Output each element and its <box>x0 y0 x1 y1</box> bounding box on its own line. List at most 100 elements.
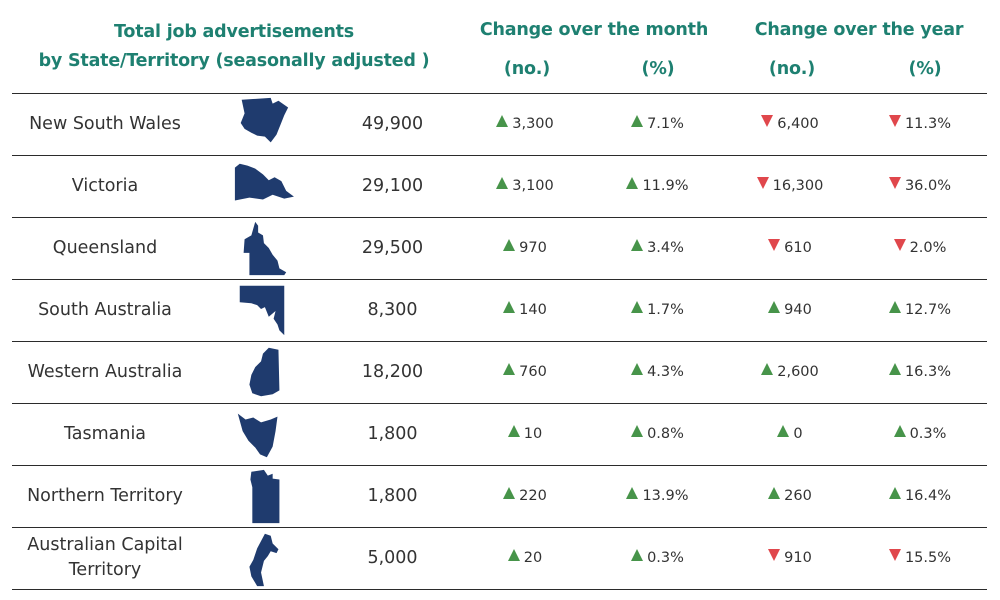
change-value: 940 <box>768 301 812 318</box>
change-value-text: 4.3% <box>647 364 684 380</box>
change-value: 36.0% <box>888 177 952 194</box>
year-pct-cell: 11.3% <box>865 93 975 155</box>
month-pct-cell: 11.9% <box>600 155 715 217</box>
change-value: 260 <box>768 487 812 504</box>
table-row: Australian Capital Territory 5,000 20 0.… <box>0 527 1000 589</box>
month-no-cell: 10 <box>470 403 580 465</box>
month-pct-cell: 3.4% <box>600 217 715 279</box>
row-divider <box>12 403 987 404</box>
change-value: 610 <box>768 239 812 256</box>
change-value-text: 2,600 <box>777 364 819 380</box>
row-divider <box>12 465 987 466</box>
change-value: 1.7% <box>631 301 684 318</box>
year-change-header: Change over the year <box>754 20 964 40</box>
state-map-cell <box>222 527 302 589</box>
row-divider <box>12 527 987 528</box>
down-arrow-icon <box>761 115 774 127</box>
up-arrow-icon <box>507 549 520 561</box>
up-arrow-icon <box>631 115 644 127</box>
table-row: Western Australia 18,200 760 4.3% <box>0 341 1000 403</box>
row-divider <box>12 589 987 590</box>
change-value-text: 3,100 <box>512 178 554 194</box>
up-arrow-icon <box>503 301 516 313</box>
up-arrow-icon <box>631 549 644 561</box>
table-row: New South Wales 49,900 3,300 7.1% <box>0 93 1000 155</box>
state-map-cell <box>222 93 302 155</box>
change-value-text: 970 <box>519 240 547 256</box>
table-row: South Australia 8,300 140 1.7% <box>0 279 1000 341</box>
change-value: 16,300 <box>756 177 824 194</box>
year-pct-cell: 0.3% <box>865 403 975 465</box>
change-value: 10 <box>507 425 543 442</box>
change-value: 4.3% <box>631 363 684 380</box>
change-value: 16.3% <box>888 363 952 380</box>
month-change-header: Change over the month <box>479 20 709 40</box>
change-value: 0.3% <box>893 425 946 442</box>
state-map-cell <box>222 341 302 403</box>
month-pct-cell: 1.7% <box>600 279 715 341</box>
up-arrow-icon <box>888 487 901 499</box>
total-ads: 29,100 <box>361 176 424 196</box>
change-value-text: 220 <box>519 488 547 504</box>
up-arrow-icon <box>503 363 516 375</box>
up-arrow-icon <box>888 363 901 375</box>
change-value-text: 16.3% <box>904 364 952 380</box>
state-map-cell <box>222 403 302 465</box>
up-arrow-icon <box>503 487 516 499</box>
month-pct-cell: 4.3% <box>600 341 715 403</box>
state-name: Tasmania <box>63 423 147 444</box>
change-value: 20 <box>507 549 543 566</box>
change-value: 0 <box>777 425 803 442</box>
state-name: Northern Territory <box>27 485 183 506</box>
total-ads: 49,900 <box>361 114 424 134</box>
total-ads: 5,000 <box>367 548 418 568</box>
year-no-cell: 260 <box>735 465 845 527</box>
change-value-text: 3.4% <box>647 240 684 256</box>
change-value-text: 2.0% <box>909 240 947 256</box>
month-no-cell: 220 <box>470 465 580 527</box>
year-pct-cell: 12.7% <box>865 279 975 341</box>
change-value-text: 910 <box>784 550 812 566</box>
change-value: 11.3% <box>888 115 951 132</box>
year-pct-cell: 16.4% <box>865 465 975 527</box>
table-row: Tasmania 1,800 10 0.8% <box>0 403 1000 465</box>
up-arrow-icon <box>893 425 906 437</box>
up-arrow-icon <box>631 425 644 437</box>
state-name: Queensland <box>52 237 158 258</box>
change-value: 0.3% <box>631 549 684 566</box>
down-arrow-icon <box>888 549 901 561</box>
change-value: 760 <box>503 363 547 380</box>
row-divider <box>12 93 987 94</box>
change-value: 13.9% <box>626 487 689 504</box>
year-no-header: (no.) <box>768 59 816 79</box>
change-value: 12.7% <box>888 301 951 318</box>
down-arrow-icon <box>756 177 769 189</box>
up-arrow-icon <box>761 363 774 375</box>
change-value: 3.4% <box>631 239 684 256</box>
change-value: 2.0% <box>893 239 947 256</box>
change-value-text: 0 <box>793 426 803 442</box>
change-value-text: 6,400 <box>777 116 819 132</box>
state-map-cell <box>222 217 302 279</box>
change-value-text: 140 <box>519 302 547 318</box>
state-name: Western Australia <box>27 361 183 382</box>
change-value-text: 10 <box>523 426 543 442</box>
state-map-cell <box>222 155 302 217</box>
down-arrow-icon <box>768 549 781 561</box>
change-value-text: 20 <box>523 550 543 566</box>
change-value-text: 36.0% <box>904 178 952 194</box>
tas-map-icon <box>237 413 278 458</box>
state-map-cell <box>222 465 302 527</box>
down-arrow-icon <box>768 239 781 251</box>
month-no-cell: 140 <box>470 279 580 341</box>
table-title-line1: Total job advertisements <box>114 22 354 42</box>
down-arrow-icon <box>888 177 901 189</box>
change-value-text: 0.8% <box>647 426 684 442</box>
total-ads: 18,200 <box>361 362 424 382</box>
nt-map-icon <box>250 469 280 524</box>
state-name: Australian Capital Territory <box>27 535 183 580</box>
change-value-text: 16,300 <box>772 178 824 194</box>
table-row: Northern Territory 1,800 220 13.9% <box>0 465 1000 527</box>
up-arrow-icon <box>888 301 901 313</box>
change-value-text: 1.7% <box>647 302 684 318</box>
